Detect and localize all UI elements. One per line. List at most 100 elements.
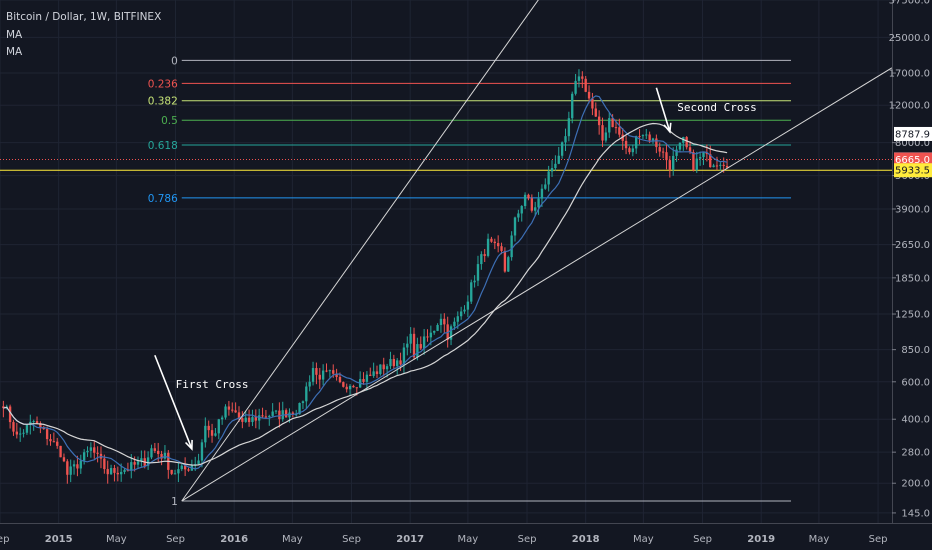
candle-body-45 [153, 448, 157, 451]
time-axis[interactable]: Sep 2015 May Sep 2016 May Sep 2017 May Sep 2018 May… [0, 523, 932, 550]
candle-body-9 [32, 421, 35, 423]
candle-body-195 [658, 147, 661, 152]
annotations[interactable]: First Cross Second Cross [154, 87, 757, 451]
candle-body-79 [268, 415, 271, 417]
price-tick-label-11: 600.0 [901, 377, 930, 388]
candle-body-173 [584, 78, 587, 92]
candle-body-62 [210, 430, 214, 436]
candle-body-120 [406, 343, 409, 348]
grid-lines [0, 0, 892, 523]
candle-body-91 [308, 381, 311, 387]
trendline-1 [181, 67, 893, 502]
candle-body-65 [220, 417, 224, 420]
candle-body-135 [456, 316, 459, 322]
candle-body-215 [725, 165, 729, 168]
candle-body-84 [284, 410, 288, 418]
fib-level-label-4: 0.618 [148, 140, 178, 152]
candle-body-73 [247, 417, 251, 423]
candle-body-201 [678, 142, 682, 150]
price-label-bg-3 [894, 163, 932, 178]
candle-body-103 [348, 385, 352, 390]
candle-body-66 [224, 406, 227, 418]
price-label-3: 5933.5 [895, 166, 930, 177]
candle-body-184 [621, 134, 624, 141]
candle-body-74 [251, 417, 254, 423]
candle-body-158 [534, 207, 537, 211]
candle-body-18 [62, 457, 66, 462]
candle-body-159 [537, 198, 540, 208]
candle-body-95 [321, 370, 325, 380]
candle-body-203 [685, 137, 688, 148]
candle-body-92 [311, 368, 315, 382]
time-tick-label-11: May [633, 534, 654, 545]
candle-body-194 [655, 138, 658, 148]
candle-body-162 [547, 171, 550, 185]
annotation-label-1: Second Cross [677, 101, 756, 114]
trendline-0 [181, 0, 539, 502]
indicator-ma-slow-label[interactable]: MA [6, 46, 23, 58]
price-axis-background [892, 0, 932, 550]
candle-body-24 [82, 452, 86, 461]
candle-body-147 [496, 243, 500, 247]
candle-body-137 [463, 309, 466, 312]
candle-body-35 [119, 471, 123, 475]
candle-body-198 [668, 160, 672, 170]
candle-body-31 [106, 469, 109, 475]
candle-body-154 [520, 206, 523, 214]
price-tick-label-14: 200.0 [901, 479, 930, 490]
indicator-ma-fast-label[interactable]: MA [6, 29, 23, 41]
time-tick-label-14: May [809, 534, 830, 545]
candle-body-97 [328, 370, 332, 372]
price-tick-label-1: 25000.0 [889, 33, 930, 44]
candle-body-157 [530, 198, 534, 211]
candle-body-68 [231, 409, 234, 411]
candle-body-179 [604, 132, 608, 141]
candle-body-124 [419, 344, 422, 349]
candle-body-213 [719, 164, 722, 166]
candlestick-series [2, 69, 729, 484]
candle-body-14 [49, 439, 52, 442]
candle-body-90 [305, 386, 308, 402]
horizontal-price-lines[interactable] [0, 158, 892, 171]
candle-body-171 [577, 76, 581, 81]
candle-body-86 [291, 412, 295, 415]
candle-body-188 [635, 136, 638, 149]
price-tick-label-2: 17000.0 [889, 69, 930, 80]
candle-body-77 [261, 415, 264, 417]
candle-body-64 [217, 419, 220, 434]
candle-body-119 [402, 347, 406, 365]
candle-body-182 [614, 127, 618, 129]
candle-body-138 [466, 301, 470, 310]
candle-body-93 [315, 368, 318, 375]
candle-body-4 [15, 431, 19, 435]
candle-body-149 [503, 250, 507, 272]
fibonacci-retracement[interactable]: 0 0.236 0.382 0.5 0.618 0.786 1 [148, 55, 792, 508]
candle-body-43 [146, 457, 150, 466]
price-tick-label-12: 400.0 [901, 415, 930, 426]
candle-body-63 [214, 433, 217, 436]
candle-body-115 [389, 358, 392, 367]
candle-body-164 [554, 163, 557, 169]
candle-body-199 [672, 155, 675, 170]
candle-body-26 [89, 447, 93, 451]
candle-body-70 [237, 412, 241, 419]
candle-body-207 [698, 157, 702, 159]
candle-body-214 [722, 164, 725, 166]
candle-body-38 [130, 462, 133, 471]
candle-body-2 [8, 406, 12, 423]
candle-body-7 [25, 424, 29, 433]
candle-body-146 [493, 241, 496, 244]
candle-body-200 [675, 149, 678, 156]
candle-body-150 [507, 257, 510, 272]
candle-body-211 [712, 165, 715, 168]
candle-body-72 [244, 417, 247, 422]
candle-body-197 [665, 152, 668, 161]
trendlines[interactable] [181, 0, 893, 502]
candle-body-41 [140, 458, 143, 462]
candle-body-16 [56, 441, 59, 446]
price-axis[interactable]: 37500.025000.017000.012000.08000.05600.0… [889, 0, 932, 550]
candle-body-169 [571, 93, 574, 119]
candle-body-109 [369, 374, 372, 376]
